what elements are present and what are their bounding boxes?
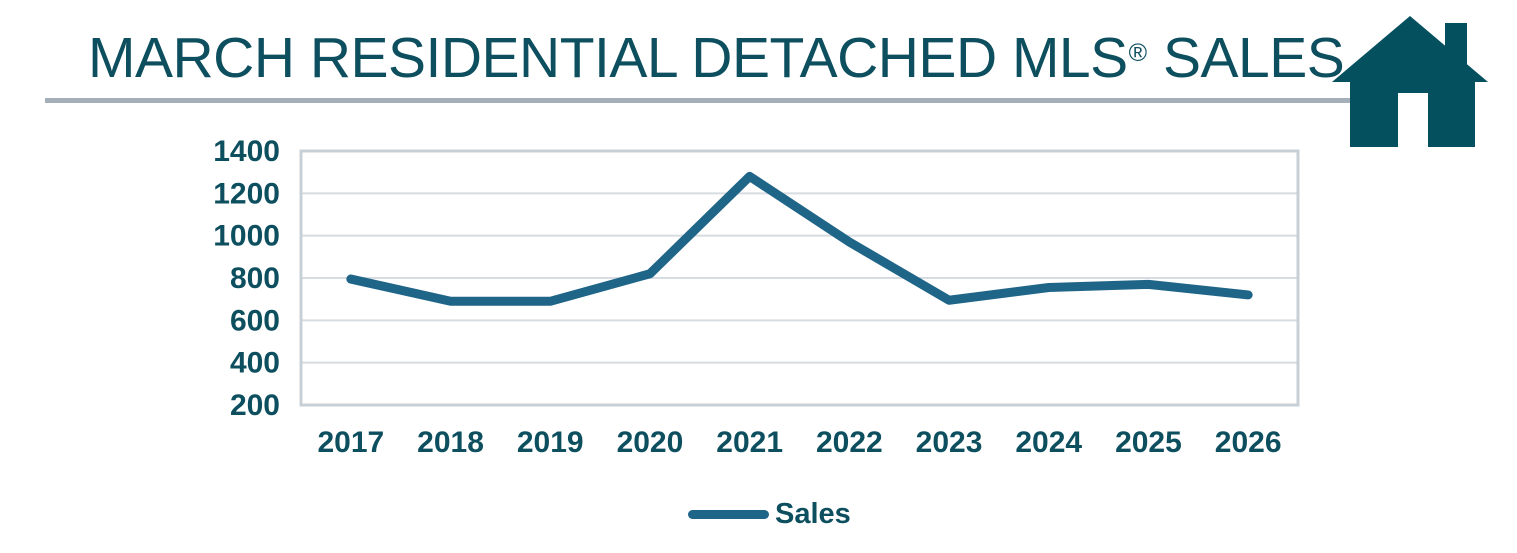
- legend-label: Sales: [775, 497, 851, 530]
- house-chimney: [1445, 23, 1467, 68]
- x-axis-tick-label: 2019: [517, 426, 584, 459]
- y-axis-tick-label: 800: [230, 262, 280, 295]
- title-registered-mark: ®: [1128, 39, 1147, 68]
- x-axis-tick-label: 2021: [716, 426, 783, 459]
- legend-line-marker: [688, 509, 769, 519]
- y-axis-tick-label: 600: [230, 304, 280, 337]
- x-axis-tick-label: 2023: [916, 426, 983, 459]
- title-text: MARCH RESIDENTIAL DETACHED MLS: [88, 26, 1128, 90]
- y-axis-tick-label: 1000: [213, 220, 280, 253]
- x-axis-tick-label: 2022: [816, 426, 883, 459]
- y-axis-tick-label: 400: [230, 347, 280, 380]
- x-axis-tick-label: 2026: [1215, 426, 1282, 459]
- y-axis-tick-label: 200: [230, 389, 280, 422]
- x-axis-tick-label: 2020: [617, 426, 684, 459]
- house-icon: [1332, 16, 1488, 147]
- y-axis-tick-label: 1400: [213, 135, 280, 168]
- y-axis-tick-label: 1200: [213, 177, 280, 210]
- house-roof: [1332, 16, 1488, 82]
- title-divider: [45, 98, 1458, 103]
- plot-border: [299, 149, 1300, 407]
- x-axis-tick-label: 2017: [317, 426, 384, 459]
- sales-series-line: [346, 171, 1253, 306]
- x-axis-tick-label: 2024: [1015, 426, 1082, 459]
- page-title: MARCH RESIDENTIAL DETACHED MLS® SALES: [88, 25, 1345, 91]
- title-suffix: SALES: [1147, 26, 1345, 90]
- house-door: [1398, 93, 1428, 147]
- x-axis-tick-label: 2018: [417, 426, 484, 459]
- chart-legend: Sales: [688, 498, 851, 530]
- x-axis-tick-label: 2025: [1115, 426, 1182, 459]
